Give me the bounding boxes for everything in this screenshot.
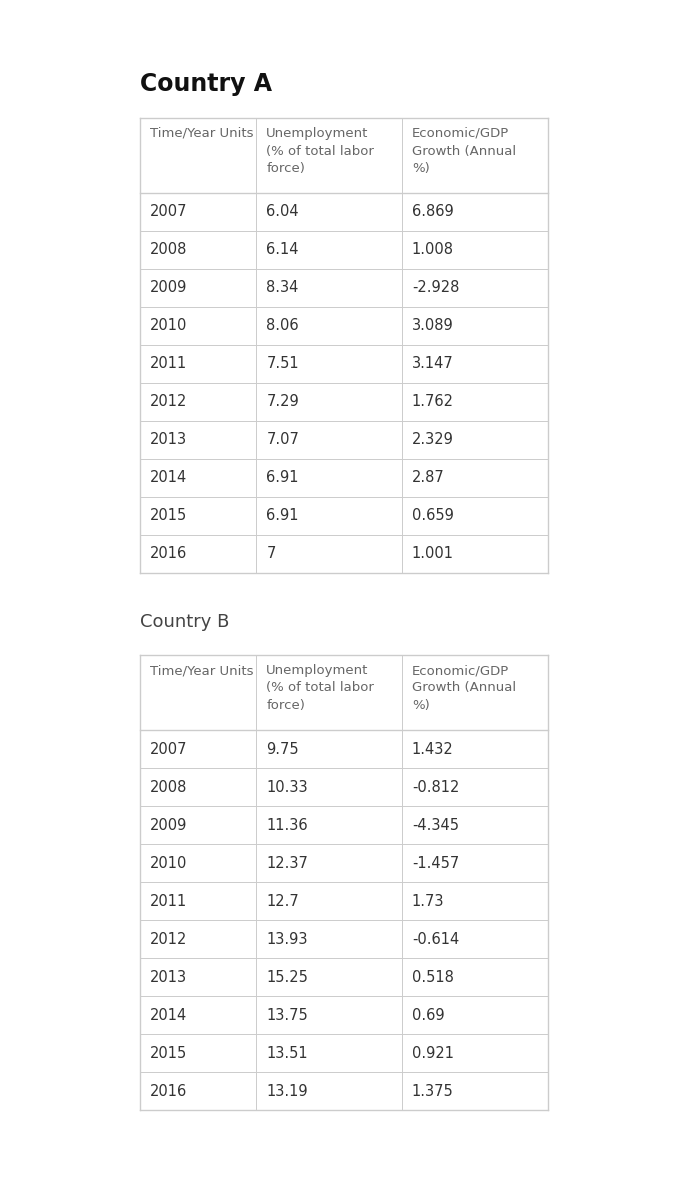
Text: 2.87: 2.87 [412, 470, 445, 486]
Text: Economic/GDP
Growth (Annual
%): Economic/GDP Growth (Annual %) [412, 664, 516, 712]
Text: -2.928: -2.928 [412, 281, 459, 295]
Text: -4.345: -4.345 [412, 817, 459, 833]
Text: 8.06: 8.06 [266, 318, 299, 334]
Text: 2.329: 2.329 [412, 432, 454, 448]
Text: 2008: 2008 [150, 242, 188, 258]
Text: Time/Year Units: Time/Year Units [150, 664, 254, 677]
Text: Country A: Country A [140, 72, 272, 96]
Text: 2012: 2012 [150, 931, 188, 947]
Text: 7.51: 7.51 [266, 356, 299, 372]
Text: 6.91: 6.91 [266, 470, 299, 486]
Text: 2007: 2007 [150, 742, 188, 756]
Text: Unemployment
(% of total labor
force): Unemployment (% of total labor force) [266, 664, 374, 712]
Text: 15.25: 15.25 [266, 970, 308, 984]
Text: 13.19: 13.19 [266, 1084, 308, 1098]
Text: 3.089: 3.089 [412, 318, 454, 334]
Text: 2012: 2012 [150, 395, 188, 409]
Text: 2014: 2014 [150, 470, 187, 486]
Text: 3.147: 3.147 [412, 356, 454, 372]
Text: 0.69: 0.69 [412, 1008, 445, 1022]
Text: 1.73: 1.73 [412, 894, 444, 908]
Text: 1.001: 1.001 [412, 546, 454, 562]
Text: 1.375: 1.375 [412, 1084, 454, 1098]
Text: 2016: 2016 [150, 1084, 187, 1098]
Text: 2008: 2008 [150, 780, 188, 794]
Text: 13.51: 13.51 [266, 1045, 308, 1061]
Text: 2015: 2015 [150, 1045, 187, 1061]
Text: 13.93: 13.93 [266, 931, 308, 947]
Text: 2013: 2013 [150, 970, 187, 984]
Text: 2011: 2011 [150, 356, 187, 372]
Text: 12.7: 12.7 [266, 894, 299, 908]
Text: 12.37: 12.37 [266, 856, 308, 870]
Text: Unemployment
(% of total labor
force): Unemployment (% of total labor force) [266, 127, 374, 175]
Text: 0.921: 0.921 [412, 1045, 454, 1061]
Text: 7: 7 [266, 546, 275, 562]
Text: 2010: 2010 [150, 856, 188, 870]
Text: 0.659: 0.659 [412, 509, 454, 523]
Text: 2009: 2009 [150, 281, 188, 295]
Bar [140, 655, 548, 1110]
Text: 13.75: 13.75 [266, 1008, 308, 1022]
Text: 1.008: 1.008 [412, 242, 454, 258]
Text: 8.34: 8.34 [266, 281, 298, 295]
Text: -0.812: -0.812 [412, 780, 459, 794]
Text: 6.91: 6.91 [266, 509, 299, 523]
Text: Time/Year Units: Time/Year Units [150, 127, 254, 140]
Text: 2016: 2016 [150, 546, 187, 562]
Text: 9.75: 9.75 [266, 742, 299, 756]
Text: 1.762: 1.762 [412, 395, 454, 409]
Text: Country B: Country B [140, 613, 230, 631]
Text: 7.29: 7.29 [266, 395, 299, 409]
Text: 2015: 2015 [150, 509, 187, 523]
Text: Economic/GDP
Growth (Annual
%): Economic/GDP Growth (Annual %) [412, 127, 516, 175]
Text: 2014: 2014 [150, 1008, 187, 1022]
Text: -0.614: -0.614 [412, 931, 459, 947]
Text: 2007: 2007 [150, 204, 188, 220]
Text: 2011: 2011 [150, 894, 187, 908]
Text: 0.518: 0.518 [412, 970, 454, 984]
Text: 6.04: 6.04 [266, 204, 299, 220]
Text: 2010: 2010 [150, 318, 188, 334]
Text: 2009: 2009 [150, 817, 188, 833]
Bar [140, 118, 548, 572]
Text: 10.33: 10.33 [266, 780, 308, 794]
Text: 6.869: 6.869 [412, 204, 454, 220]
Text: 2013: 2013 [150, 432, 187, 448]
Text: 7.07: 7.07 [266, 432, 299, 448]
Text: 6.14: 6.14 [266, 242, 299, 258]
Text: 1.432: 1.432 [412, 742, 454, 756]
Text: 11.36: 11.36 [266, 817, 308, 833]
Text: -1.457: -1.457 [412, 856, 459, 870]
